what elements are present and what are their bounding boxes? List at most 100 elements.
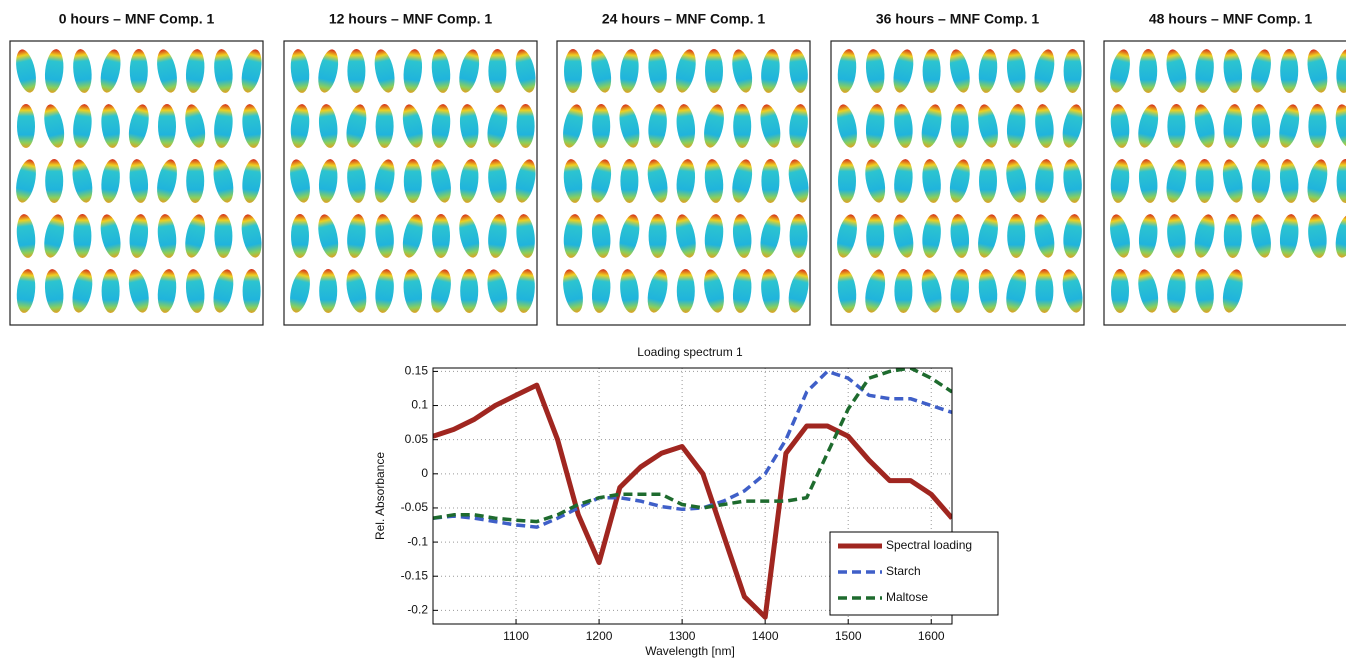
seed <box>1279 214 1299 258</box>
seed <box>213 269 234 313</box>
seed <box>619 104 640 148</box>
seed <box>732 269 752 313</box>
series-line <box>433 368 952 524</box>
seed <box>676 104 696 148</box>
seed <box>459 49 480 93</box>
seed <box>921 104 942 148</box>
seed <box>128 269 149 313</box>
seed <box>591 269 611 313</box>
seed <box>1222 159 1243 203</box>
seed <box>242 159 261 203</box>
seed <box>516 104 535 148</box>
seed <box>291 214 309 258</box>
y-tick-label: 0.05 <box>405 432 429 446</box>
seed <box>563 104 583 148</box>
seed <box>837 214 857 258</box>
seed <box>214 104 233 148</box>
seed <box>403 159 422 203</box>
seed <box>431 104 451 148</box>
seed <box>978 269 998 313</box>
plot-frame <box>432 367 953 625</box>
seed <box>100 49 121 93</box>
seed <box>1007 214 1026 258</box>
seed <box>129 159 149 203</box>
seed <box>1251 49 1271 93</box>
seed <box>978 49 998 93</box>
seed <box>214 214 233 258</box>
seed <box>1223 49 1243 93</box>
seed <box>1167 269 1186 313</box>
seed <box>1194 214 1215 258</box>
seed <box>186 159 205 203</box>
seed <box>241 49 262 93</box>
seed <box>837 104 857 148</box>
legend-label: Maltose <box>886 590 928 604</box>
seed <box>1138 214 1158 258</box>
seed <box>760 214 781 258</box>
seed <box>44 104 65 148</box>
seed <box>865 49 885 93</box>
seed <box>1307 159 1328 203</box>
seed <box>73 49 92 93</box>
seed <box>563 269 583 313</box>
seed <box>760 104 781 148</box>
seed <box>865 159 886 203</box>
seed <box>676 269 695 313</box>
seed <box>72 269 93 313</box>
seed <box>157 159 177 203</box>
seed <box>515 159 536 203</box>
seed <box>17 104 35 148</box>
legend-label: Spectral loading <box>886 538 972 552</box>
seed <box>619 214 640 258</box>
seed <box>675 49 696 93</box>
y-tick-label: -0.1 <box>407 534 428 548</box>
seed <box>101 159 120 203</box>
seed <box>1139 49 1158 93</box>
seed <box>1110 49 1130 93</box>
seed <box>515 49 536 93</box>
seed <box>732 159 753 203</box>
seed <box>1336 159 1346 203</box>
seed <box>158 104 176 148</box>
seed <box>1138 104 1159 148</box>
seed <box>1034 49 1055 93</box>
series-line <box>433 382 952 620</box>
seed <box>978 214 998 258</box>
seed <box>1034 214 1055 258</box>
seed <box>676 159 696 203</box>
seed <box>129 214 149 258</box>
seed <box>346 269 367 313</box>
seed <box>563 214 583 258</box>
seed <box>789 104 808 148</box>
seed <box>73 214 92 258</box>
seed <box>460 269 479 313</box>
seed <box>185 104 206 148</box>
seed <box>1308 214 1327 258</box>
seed <box>1280 49 1299 93</box>
chart-title: Loading spectrum 1 <box>637 345 743 359</box>
seed <box>375 104 394 148</box>
seed <box>788 269 809 313</box>
seed <box>157 269 177 313</box>
seed <box>487 104 508 148</box>
seed <box>1195 269 1214 313</box>
x-tick-label: 1500 <box>835 629 862 643</box>
seed <box>1006 104 1026 148</box>
seed <box>1166 49 1187 93</box>
seed <box>922 159 941 203</box>
seed <box>648 49 667 93</box>
seed <box>101 104 120 148</box>
seed <box>318 49 339 93</box>
seed <box>837 269 857 313</box>
seed <box>101 269 120 313</box>
seed <box>432 214 450 258</box>
panel-title: 12 hours – MNF Comp. 1 <box>329 11 493 27</box>
seed <box>487 269 508 313</box>
seed <box>1251 159 1271 203</box>
seed <box>704 269 724 313</box>
seed <box>488 214 507 258</box>
seed <box>620 159 639 203</box>
seed <box>949 159 970 203</box>
seed <box>922 49 941 93</box>
